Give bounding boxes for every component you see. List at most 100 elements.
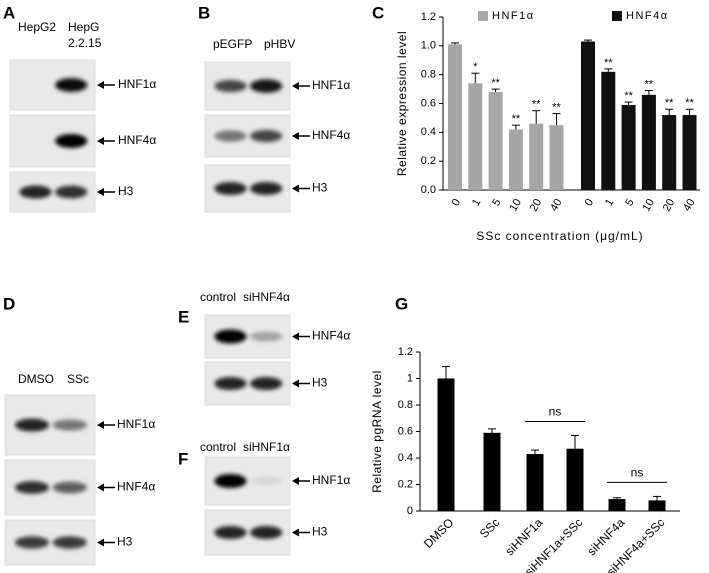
legend-label: HNF4α (626, 10, 669, 22)
band (14, 418, 50, 432)
bar (662, 115, 677, 190)
error-bar (644, 90, 653, 95)
error-bar (532, 110, 541, 124)
arrow-head (97, 538, 104, 547)
x-tick-label: 1 (603, 197, 616, 208)
band (14, 481, 50, 494)
target-label: HNF4α (312, 128, 350, 142)
band (55, 78, 88, 92)
y-tick-label: 1.2 (421, 11, 436, 23)
arrow-head (292, 528, 299, 537)
bar (581, 41, 595, 191)
band (214, 79, 247, 93)
legend-swatch (478, 11, 488, 21)
panel-label: A (3, 3, 15, 22)
arrow-head (292, 184, 299, 193)
target-label: HNF1α (117, 417, 155, 431)
significance: ** (604, 57, 613, 69)
y-axis-label: Relative pgRNA level (370, 370, 384, 493)
bar (566, 448, 584, 511)
bar (608, 499, 626, 511)
significance: ** (491, 77, 500, 89)
bar (601, 71, 616, 190)
error-bar (571, 434, 579, 449)
y-tick-label: 0.8 (398, 399, 413, 411)
band (55, 185, 88, 199)
y-tick-label: 1.0 (421, 40, 436, 52)
target-label: H3 (118, 184, 134, 198)
bar (621, 104, 636, 190)
significance: * (473, 61, 478, 73)
panel-label: E (178, 307, 189, 326)
significance: ** (512, 113, 521, 125)
target-label: HNF1α (118, 77, 156, 91)
x-tick-label: 0 (450, 197, 463, 208)
y-tick-label: 1.2 (398, 346, 413, 358)
x-tick-label: 10 (640, 197, 657, 214)
band (250, 525, 283, 540)
band (250, 476, 283, 486)
bar (448, 44, 462, 191)
lane-label: DMSO (18, 372, 54, 386)
target-label: H3 (312, 181, 328, 195)
error-bar (488, 428, 496, 433)
x-tick-label: 40 (681, 197, 698, 214)
band (250, 129, 283, 143)
band (52, 481, 87, 494)
y-tick-label: 0 (407, 505, 413, 517)
band (214, 525, 247, 540)
lane-label: HepG2 (18, 20, 56, 34)
y-tick-label: 0.6 (421, 97, 436, 109)
y-tick-label: 0.4 (421, 126, 436, 138)
lane-label: control (200, 290, 236, 304)
x-tick-label: 20 (528, 197, 545, 214)
bar (508, 129, 523, 190)
band (214, 130, 247, 142)
bar (641, 94, 656, 190)
bar (526, 454, 544, 511)
band (250, 181, 283, 196)
target-label: HNF4α (312, 329, 350, 343)
bar (437, 378, 455, 511)
target-label: HNF4α (118, 133, 156, 147)
panel-label: F (178, 449, 188, 468)
panel-label: B (198, 3, 210, 22)
significance: ** (645, 78, 654, 90)
target-label: H3 (312, 376, 328, 390)
y-tick-label: 1 (407, 372, 413, 384)
x-tick-label: 10 (507, 197, 524, 214)
x-tick-label: 5 (490, 197, 503, 208)
band (214, 329, 247, 344)
arrow-head (292, 477, 299, 485)
significance: ** (532, 99, 541, 111)
band (250, 79, 283, 93)
error-bar (685, 108, 694, 116)
y-axis-label: Relative expression level (395, 31, 409, 176)
error-bar (584, 39, 592, 42)
error-bar (471, 72, 480, 84)
x-tick-label: 5 (623, 197, 636, 208)
y-tick-label: 0.6 (398, 425, 413, 437)
panel-label: C (372, 3, 384, 22)
bar (468, 83, 483, 190)
bar (488, 91, 503, 190)
arrow-head (97, 188, 104, 196)
bar (682, 115, 697, 190)
band (250, 376, 283, 391)
lane-label: SSc (67, 372, 89, 386)
band (14, 536, 50, 549)
target-label: HNF1α (312, 473, 350, 487)
x-tick-label: 1 (470, 197, 483, 208)
band (214, 181, 247, 196)
arrow-head (292, 379, 299, 388)
band (250, 331, 283, 342)
significance: ** (665, 97, 674, 109)
lane-label: pEGFP (213, 37, 252, 51)
error-bar (653, 495, 661, 501)
error-bar (511, 124, 520, 130)
y-tick-label: 0.2 (398, 478, 413, 490)
y-tick-label: 0.2 (421, 155, 436, 167)
error-bar (552, 113, 561, 126)
arrow-head (97, 483, 104, 492)
